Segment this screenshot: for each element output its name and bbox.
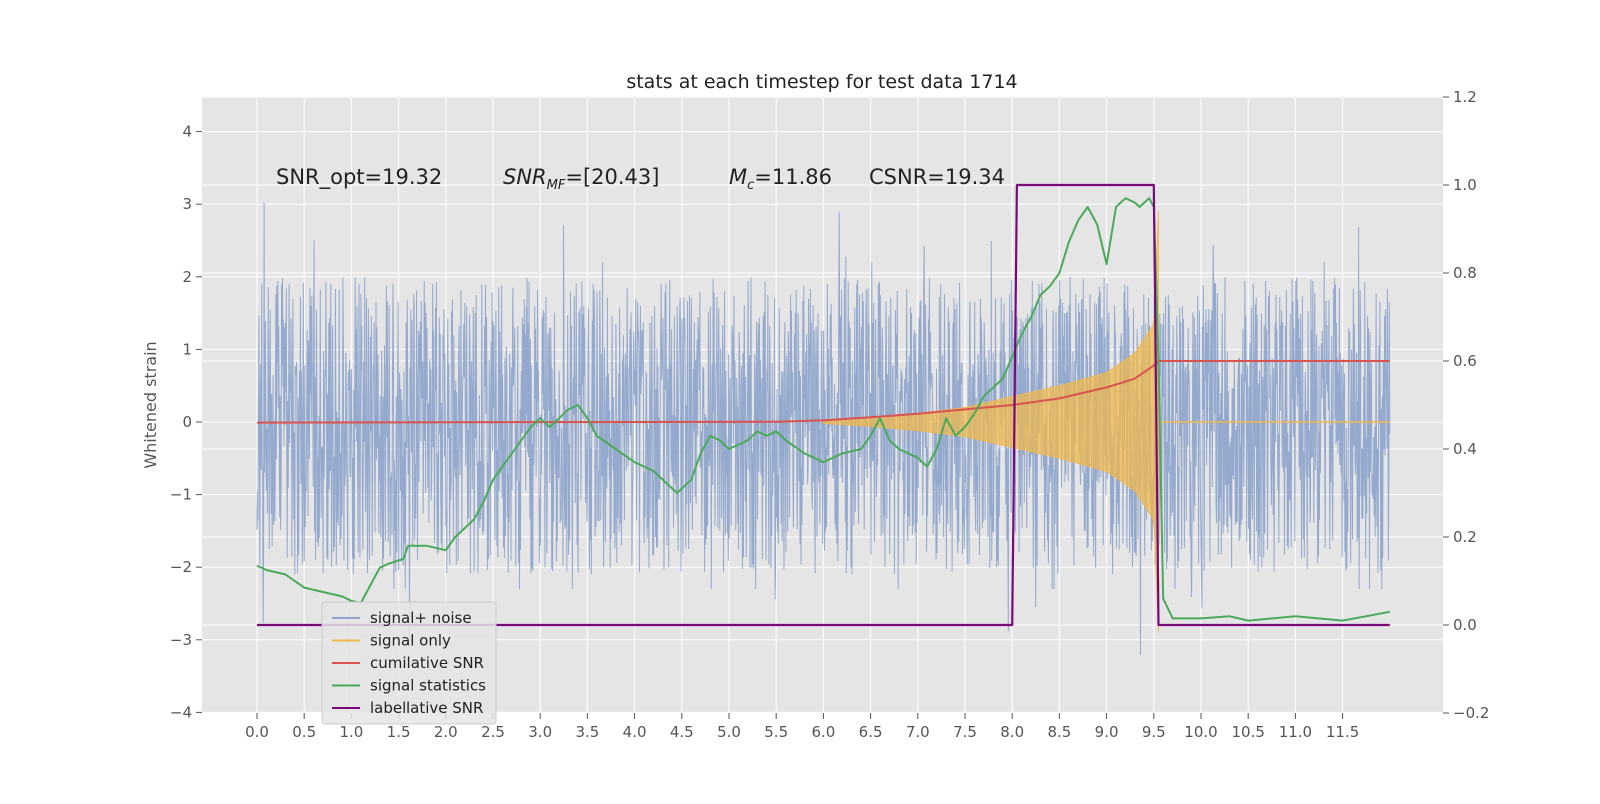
legend: lative SNR signal+ noise signal only cumil… — [321, 601, 497, 725]
x-tick-label: 4.0 — [623, 723, 647, 741]
y-axis-label: Whitened strain — [141, 341, 160, 468]
y-tick-label: −4 — [170, 703, 192, 721]
x-axis-ticks: 0.0 0.5 1.0 1.5 2.0 2.5 3.0 3.5 4.0 4.5 5.0 5.5 6.0 6… — [245, 713, 1359, 741]
x-tick-label: 0.5 — [292, 723, 316, 741]
x-tick-label: 6.0 — [811, 723, 835, 741]
chart-title: stats at each timestep for test data 171… — [626, 71, 1017, 93]
x-tick-label: 7.5 — [953, 723, 977, 741]
x-tick-label: 8.5 — [1047, 723, 1071, 741]
y-tick-label: 0 — [182, 413, 192, 431]
signal-only-envelope — [823, 211, 1159, 633]
x-tick-label: 0.0 — [245, 723, 269, 741]
y-right-tick-label: 0.8 — [1453, 264, 1477, 282]
x-tick-label: 6.5 — [859, 723, 883, 741]
label-line — [257, 183, 1390, 627]
x-tick-label: 10.0 — [1184, 723, 1217, 741]
legend-label: label — [370, 699, 406, 717]
x-tick-label: 10.5 — [1231, 723, 1264, 741]
y-tick-label: 2 — [182, 268, 192, 286]
signal-statistics-line — [256, 197, 1390, 622]
signal-noise-trace — [256, 202, 1391, 656]
annotation-mc-value: =11.86 — [754, 165, 832, 189]
annotation-snr-opt: SNR_opt=19.32 — [276, 165, 442, 190]
series-signal-only — [823, 211, 1390, 633]
annotation-mc: Mc=11.86 — [729, 165, 832, 193]
x-tick-label: 3.5 — [575, 723, 599, 741]
y-right-tick-label: 0.4 — [1453, 440, 1477, 458]
x-tick-label: 3.0 — [528, 723, 552, 741]
y-tick-label: −1 — [170, 486, 192, 504]
x-tick-label: 1.0 — [339, 723, 363, 741]
legend-label: signal statistics — [370, 677, 486, 695]
legend-label: signal+ noise — [370, 609, 472, 627]
annotation-snr-mf: SNRMF=[20.43] — [503, 165, 659, 193]
x-tick-label: 4.5 — [670, 723, 694, 741]
x-tick-label: 2.5 — [481, 723, 505, 741]
annotation-csnr: CSNR=19.34 — [869, 165, 1005, 189]
x-tick-label: 8.0 — [1000, 723, 1024, 741]
line-series — [256, 183, 1390, 627]
annotation-snr-mf-value: =[20.43] — [565, 165, 659, 189]
y-right-tick-label: 1.0 — [1453, 176, 1477, 194]
cumulative-snr-line — [256, 360, 1390, 424]
y-tick-label: −3 — [170, 631, 192, 649]
y-axis-right-ticks: 1.2 1.0 0.8 0.6 0.4 0.2 0.0 −0.2 — [1443, 88, 1489, 722]
annotation-mc-sub: c — [747, 178, 754, 193]
y-right-tick-label: 0.2 — [1453, 528, 1477, 546]
x-tick-label: 9.0 — [1095, 723, 1119, 741]
y-right-tick-label: 1.2 — [1453, 88, 1477, 106]
legend-label: signal only — [370, 632, 451, 650]
x-tick-label: 5.0 — [717, 723, 741, 741]
x-tick-label: 9.5 — [1142, 723, 1166, 741]
legend-label: cumilative SNR — [370, 654, 484, 672]
x-tick-label: 7.0 — [906, 723, 930, 741]
x-tick-label: 11.5 — [1326, 723, 1359, 741]
annotation-snr-mf-main: SNR — [503, 165, 547, 189]
x-tick-label: 2.0 — [434, 723, 458, 741]
legend-box — [321, 601, 497, 725]
y-tick-label: 3 — [182, 195, 192, 213]
x-tick-label: 1.5 — [387, 723, 411, 741]
x-tick-label: 11.0 — [1279, 723, 1312, 741]
legend-ghost-text: lative SNR — [406, 699, 483, 717]
x-tick-label: 5.5 — [764, 723, 788, 741]
y-right-tick-label: −0.2 — [1453, 704, 1489, 722]
series-signal-noise — [256, 202, 1391, 656]
y-axis-ticks: 4 3 2 1 0 −1 −2 −3 −4 — [170, 123, 202, 721]
annotation-snr-mf-sub: MF — [547, 178, 566, 193]
y-right-tick-label: 0.0 — [1453, 616, 1477, 634]
y-tick-label: −2 — [170, 558, 192, 576]
annotation-mc-main: M — [729, 165, 747, 189]
y-tick-label: 4 — [182, 123, 192, 141]
y-tick-label: 1 — [182, 340, 192, 358]
legend-items: signal+ noise signal only cumilative SNR si… — [332, 609, 486, 717]
y-right-tick-label: 0.6 — [1453, 352, 1477, 370]
annotations: SNR_opt=19.32 SNRMF=[20.43] Mc=11.86 CSN… — [276, 165, 1005, 193]
